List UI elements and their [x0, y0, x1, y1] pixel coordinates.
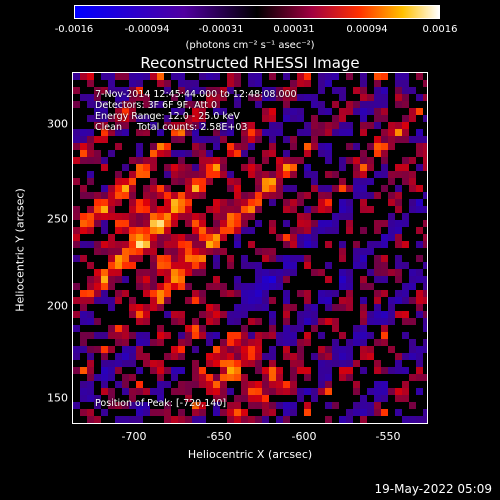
- rhessi-image-raster: [73, 73, 427, 423]
- peak-position-text: Position of Peak: [-720,140]: [95, 398, 227, 409]
- clean-counts-text: Clean Total counts: 2.58E+03: [95, 122, 248, 133]
- colorbar: [74, 5, 440, 19]
- colorbar-units: (photons cm⁻² s⁻¹ asec⁻²): [185, 40, 315, 51]
- y-tick: 150: [47, 391, 68, 405]
- timestamp-footer: 19-May-2022 05:09: [374, 482, 492, 496]
- y-tick: 250: [47, 212, 68, 226]
- energy-range-text: Energy Range: 12.0 - 25.0 keV: [95, 111, 240, 122]
- y-tick: 300: [47, 117, 68, 131]
- time-range-text: 7-Nov-2014 12:45:44.000 to 12:48:08.000: [95, 89, 297, 100]
- image-title: Reconstructed RHESSI Image: [140, 54, 360, 72]
- y-axis-label: Heliocentric Y (arcsec): [13, 188, 27, 312]
- detectors-text: Detectors: 3F 6F 9F, Att 0: [95, 100, 218, 111]
- x-tick: -700: [121, 430, 147, 443]
- y-tick: 200: [47, 299, 68, 313]
- colorbar-tick-2: -0.00094: [124, 24, 170, 35]
- x-tick: -550: [375, 430, 401, 443]
- rhessi-image-plot[interactable]: 7-Nov-2014 12:45:44.000 to 12:48:08.000 …: [72, 72, 428, 424]
- colorbar-tick-4: 0.00031: [273, 24, 315, 35]
- colorbar-tick-5: 0.00094: [346, 24, 388, 35]
- x-axis-label: Heliocentric X (arcsec): [187, 448, 313, 461]
- colorbar-tick-1: -0.0016: [54, 24, 94, 35]
- x-tick: -600: [291, 430, 317, 443]
- colorbar-tick-3: -0.00031: [198, 24, 244, 35]
- colorbar-tick-6: 0.0016: [422, 24, 458, 35]
- x-tick: -650: [206, 430, 232, 443]
